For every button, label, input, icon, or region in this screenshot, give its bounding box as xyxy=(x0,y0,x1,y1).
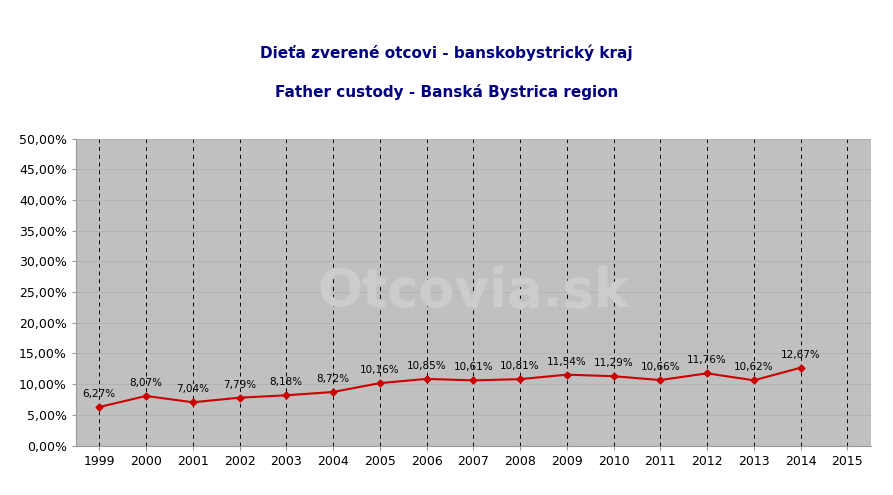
Text: 7,04%: 7,04% xyxy=(176,384,209,395)
Text: Otcovia.sk: Otcovia.sk xyxy=(317,266,630,318)
Text: 7,79%: 7,79% xyxy=(223,380,256,390)
Text: 11,29%: 11,29% xyxy=(594,358,633,368)
Text: 11,76%: 11,76% xyxy=(688,355,727,365)
Text: 10,62%: 10,62% xyxy=(734,362,773,372)
Text: Father custody - Banská Bystrica region: Father custody - Banská Bystrica region xyxy=(275,84,618,100)
Text: 10,16%: 10,16% xyxy=(360,365,399,375)
Text: 10,66%: 10,66% xyxy=(640,362,680,372)
Text: 8,72%: 8,72% xyxy=(316,374,349,384)
Text: 10,61%: 10,61% xyxy=(454,362,493,372)
Text: 11,54%: 11,54% xyxy=(547,357,587,367)
Text: 10,81%: 10,81% xyxy=(500,361,540,371)
Text: 8,18%: 8,18% xyxy=(270,377,303,387)
Text: 6,27%: 6,27% xyxy=(83,389,116,399)
Text: Dieťa zverené otcovi - banskobystrický kraj: Dieťa zverené otcovi - banskobystrický k… xyxy=(260,45,633,61)
Text: 10,85%: 10,85% xyxy=(406,361,446,371)
Text: 8,07%: 8,07% xyxy=(129,378,163,388)
Text: 12,67%: 12,67% xyxy=(780,350,821,360)
